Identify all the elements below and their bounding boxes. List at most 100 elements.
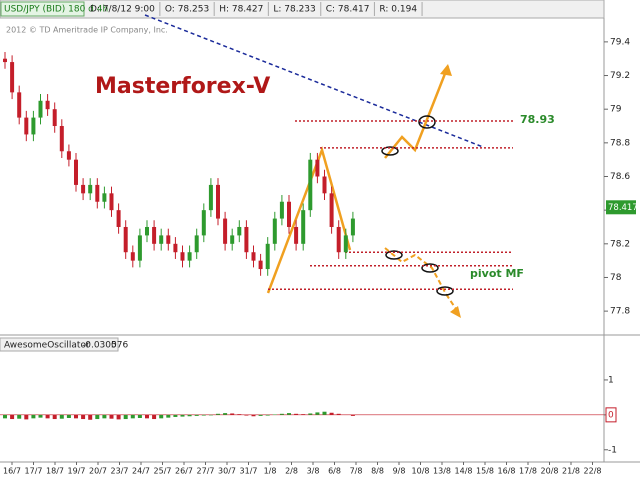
candle-body [301, 210, 306, 244]
candle-body [102, 193, 107, 202]
candle-body [208, 184, 213, 211]
candle-body [45, 100, 50, 110]
x-tick-label: 16/8 [498, 467, 516, 476]
osc-bar [173, 414, 178, 417]
x-tick-label: 7/8 [350, 467, 363, 476]
x-tick-label: 23/7 [111, 467, 129, 476]
x-tick-label: 30/7 [218, 467, 236, 476]
osc-bar [294, 413, 299, 415]
marker [381, 146, 399, 156]
osc-bar [350, 414, 355, 416]
x-tick-label: 17/8 [519, 467, 537, 476]
candle-body [187, 252, 192, 261]
x-tick-label: 6/8 [328, 467, 341, 476]
candle-body [223, 218, 228, 244]
y-tick-label: 78.8 [610, 138, 630, 148]
forecast-down [384, 247, 459, 313]
chart-title: Masterforex-V [95, 74, 270, 99]
osc-bar [336, 413, 341, 415]
candle-body [244, 226, 249, 253]
osc-bar [116, 414, 121, 420]
osc-bar [52, 414, 57, 420]
candle-body [24, 117, 29, 135]
y-tick-label: 78.6 [610, 172, 630, 182]
marker [418, 115, 436, 129]
candle-body [166, 235, 171, 244]
candle-body [145, 226, 149, 236]
candle-body [159, 235, 164, 244]
osc-bar [180, 414, 185, 417]
osc-bar [3, 414, 7, 419]
x-tick-label: 15/8 [476, 467, 494, 476]
osc-bar [152, 414, 157, 420]
y-tick-label: 78 [610, 273, 622, 283]
candle-body [180, 252, 185, 261]
pivot-label: pivot MF [470, 267, 524, 280]
candle-body [329, 193, 334, 227]
symbol-box [0, 1, 85, 17]
marker [436, 286, 454, 296]
candle-body [258, 260, 263, 270]
osc-bar [265, 414, 270, 416]
x-tick-label: 26/7 [175, 467, 193, 476]
candle-body [279, 201, 284, 219]
x-tick-label: 13/8 [433, 467, 451, 476]
header-field: L: 78.233 [273, 5, 315, 15]
osc-bar [95, 414, 100, 420]
marker [421, 263, 439, 273]
osc-bar [301, 414, 306, 415]
arrow-head [450, 306, 461, 318]
candle-body [343, 235, 348, 253]
osc-bar [81, 414, 86, 420]
osc-bar [137, 414, 142, 418]
y-tick-label: -1 [608, 445, 617, 455]
x-tick-label: 9/8 [393, 467, 406, 476]
osc-value: -0.030576 [82, 341, 128, 351]
zero-box [605, 407, 617, 423]
candle-body [130, 252, 135, 261]
osc-extra: 0 [111, 341, 117, 351]
candle-body [152, 226, 157, 244]
osc-bar [145, 414, 149, 419]
x-tick-label: 22/8 [584, 467, 602, 476]
x-tick-label: 1/8 [264, 467, 277, 476]
candle-body [322, 176, 327, 194]
y-tick-label: 79 [610, 105, 622, 115]
osc-bar [208, 414, 213, 416]
candle-body [3, 58, 7, 63]
y-tick-label: 77.8 [610, 307, 630, 317]
candle-body [237, 226, 242, 236]
candle-body [74, 159, 78, 185]
candle-body [17, 92, 22, 118]
candle-body [31, 117, 36, 135]
osc-header [0, 337, 119, 352]
osc-bar [59, 414, 64, 419]
x-tick-label: 24/7 [132, 467, 150, 476]
candle-body [194, 235, 199, 253]
osc-bar [287, 413, 291, 415]
osc-bar [102, 414, 107, 419]
osc-bar [308, 413, 313, 415]
last-price-label: 78.417 [608, 203, 638, 213]
candle-body [38, 100, 43, 118]
osc-bar [279, 413, 284, 415]
osc-bar [130, 414, 135, 419]
x-tick-label: 2/8 [285, 467, 298, 476]
candle-body [287, 201, 291, 227]
candle-body [109, 193, 114, 211]
osc-bar [17, 414, 22, 419]
x-tick-label: 18/7 [46, 467, 64, 476]
osc-bar [10, 414, 15, 420]
candle-body [308, 159, 313, 211]
level-label: 78.93 [520, 113, 555, 126]
x-tick-label: 19/7 [68, 467, 86, 476]
candle-body [350, 218, 355, 236]
osc-bar [237, 414, 242, 415]
osc-bar [45, 414, 50, 419]
y-tick-label: 79.2 [610, 71, 630, 81]
x-tick-label: 20/8 [541, 467, 559, 476]
osc-bar [201, 414, 206, 416]
osc-bar [223, 413, 228, 415]
